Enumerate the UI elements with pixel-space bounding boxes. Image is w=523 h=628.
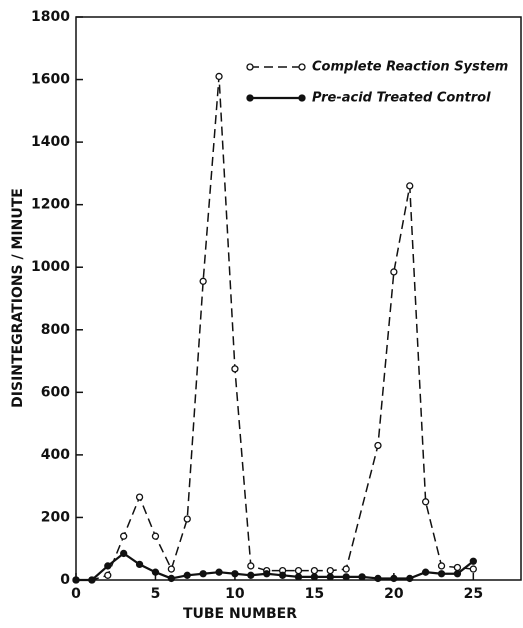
- x-tick-label: 25: [464, 586, 483, 602]
- data-point: [294, 573, 303, 581]
- data-point: [278, 571, 287, 579]
- data-point: [326, 573, 334, 581]
- y-tick-label: 0: [60, 572, 70, 588]
- y-tick-label: 1400: [31, 134, 70, 150]
- data-point: [215, 568, 223, 576]
- x-tick-label: 10: [225, 586, 245, 602]
- data-point: [374, 441, 382, 450]
- data-point: [247, 562, 255, 570]
- data-point: [421, 498, 430, 506]
- data-point: [199, 277, 207, 285]
- data-point: [120, 549, 128, 558]
- data-point: [183, 515, 191, 523]
- data-point: [104, 571, 112, 579]
- y-axis-label: DISINTEGRATIONS / MINUTE: [10, 188, 26, 408]
- data-point: [231, 365, 239, 373]
- data-point: [469, 557, 477, 565]
- x-tick-label: 5: [151, 586, 161, 602]
- legend-marker: [298, 63, 306, 71]
- y-tick-label: 200: [41, 509, 70, 525]
- series-line: [76, 552, 475, 582]
- y-tick-label: 600: [41, 384, 70, 400]
- data-point: [406, 574, 414, 583]
- y-tick-label: 1200: [31, 197, 70, 213]
- data-point: [231, 570, 239, 578]
- data-point: [167, 574, 176, 583]
- y-tick-label: 1000: [31, 259, 70, 275]
- legend-label: Pre-acid Treated Control: [312, 91, 491, 106]
- data-point: [88, 576, 96, 584]
- data-point: [310, 573, 319, 581]
- legend-marker: [298, 94, 306, 102]
- data-point: [167, 565, 176, 573]
- data-point: [135, 560, 144, 569]
- x-tick-label: 0: [71, 586, 81, 602]
- data-point: [453, 563, 462, 572]
- x-tick-label: 20: [384, 586, 404, 602]
- data-point: [247, 571, 255, 579]
- data-point: [72, 576, 80, 584]
- data-point: [151, 532, 160, 540]
- data-point: [374, 574, 382, 583]
- y-tick-label: 400: [41, 447, 70, 463]
- data-point: [135, 493, 144, 501]
- data-point: [183, 571, 191, 579]
- y-tick-label: 800: [41, 322, 70, 338]
- data-point: [469, 565, 477, 573]
- legend-marker: [246, 63, 254, 71]
- data-point: [342, 565, 350, 573]
- x-tick-label: 15: [305, 586, 324, 602]
- data-point: [358, 573, 366, 581]
- data-point: [437, 570, 446, 578]
- series-line: [76, 76, 474, 581]
- data-point: [310, 566, 319, 575]
- data-point: [104, 562, 112, 570]
- data-point: [263, 570, 271, 578]
- data-point: [151, 568, 160, 576]
- data-point: [215, 72, 223, 81]
- legend-marker: [246, 94, 254, 102]
- y-tick-label: 1800: [31, 9, 70, 25]
- data-point: [294, 566, 303, 575]
- x-axis-label: TUBE NUMBER: [183, 606, 297, 622]
- data-point: [390, 268, 398, 276]
- y-tick-label: 1600: [31, 72, 70, 88]
- data-point: [342, 573, 350, 581]
- legend-label: Complete Reaction System: [312, 60, 508, 75]
- data-point: [437, 562, 446, 570]
- data-point: [390, 574, 398, 583]
- data-point: [199, 570, 207, 578]
- data-point: [421, 568, 430, 576]
- data-point: [406, 182, 414, 190]
- data-point: [120, 532, 128, 540]
- data-point: [453, 570, 462, 578]
- data-point: [326, 566, 334, 575]
